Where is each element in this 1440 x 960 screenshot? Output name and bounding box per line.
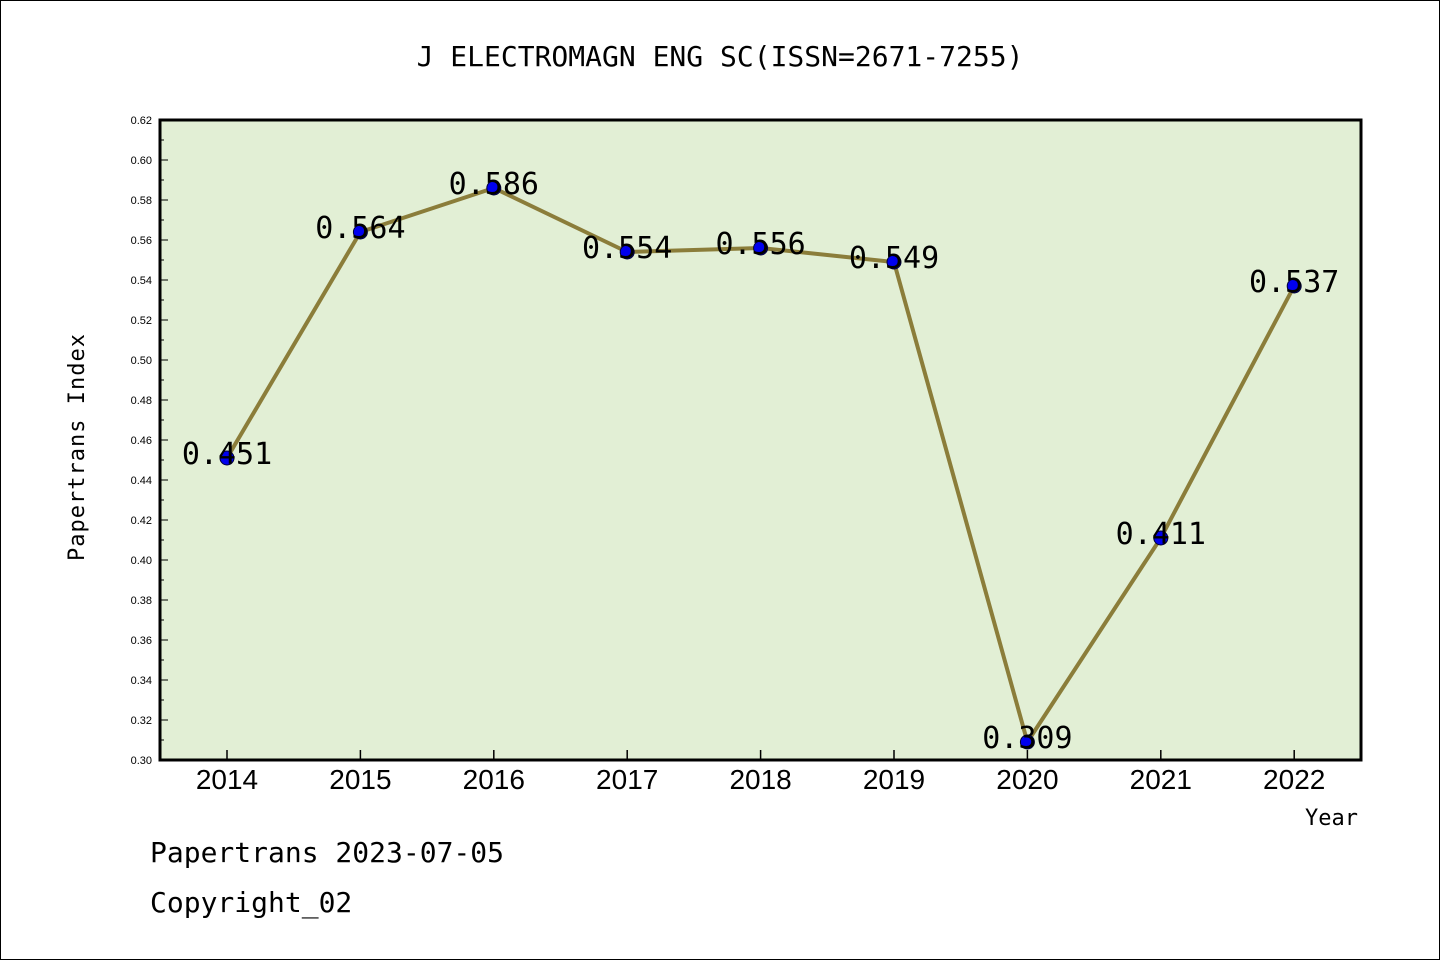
- y-tick-label: 0.44: [131, 475, 152, 487]
- data-label-2014: 0.451: [182, 437, 272, 472]
- data-point-2019: [886, 254, 902, 270]
- x-tick-label: 2015: [329, 764, 391, 795]
- data-label-2016: 0.586: [449, 167, 539, 202]
- x-tick-label: 2016: [463, 764, 525, 795]
- x-tick-label: 2021: [1130, 764, 1192, 795]
- y-tick-label: 0.46: [131, 435, 152, 447]
- data-labels: 0.451 0.564 0.586 0.554 0.556 0.549 0.309 0.411…: [182, 167, 1340, 756]
- y-tick-label: 0.56: [131, 235, 152, 247]
- y-tick-label: 0.54: [131, 275, 152, 287]
- y-tick-label: 0.32: [131, 715, 152, 727]
- y-tick-label: 0.48: [131, 395, 152, 407]
- y-tick-label: 0.36: [131, 635, 152, 647]
- data-label-2022: 0.537: [1249, 265, 1339, 300]
- x-axis: 2014 2015 2016 2017 2018 2019 2020 2021 2022: [196, 750, 1325, 795]
- series-markers: [219, 180, 1302, 750]
- x-tick-label: 2022: [1263, 764, 1325, 795]
- y-tick-label: 0.34: [131, 675, 152, 687]
- x-tick-label: 2018: [729, 764, 791, 795]
- data-label-2018: 0.556: [715, 227, 805, 262]
- chart-title: J ELECTROMAGN ENG SC(ISSN=2671-7255): [417, 40, 1024, 73]
- y-tick-label: 0.58: [131, 195, 152, 207]
- y-tick-label: 0.62: [131, 115, 152, 127]
- y-tick-label: 0.52: [131, 315, 152, 327]
- data-label-2017: 0.554: [582, 231, 672, 266]
- x-tick-label: 2017: [596, 764, 658, 795]
- data-label-2015: 0.564: [315, 211, 405, 246]
- data-point-2022: [1286, 278, 1302, 294]
- x-tick-label: 2019: [863, 764, 925, 795]
- y-tick-label: 0.38: [131, 595, 152, 607]
- data-point-2020: [1019, 734, 1035, 750]
- y-tick-label: 0.50: [131, 355, 152, 367]
- data-point-2021: [1153, 530, 1169, 546]
- data-point-2017: [619, 244, 635, 260]
- data-point-2016: [486, 180, 502, 196]
- footer-date: Papertrans 2023-07-05: [150, 836, 505, 869]
- y-tick-label: 0.60: [131, 155, 152, 167]
- y-axis-label: Papertrans Index: [65, 333, 90, 561]
- data-point-2014: [219, 450, 235, 466]
- data-label-2019: 0.549: [849, 241, 939, 276]
- data-point-2018: [753, 240, 769, 256]
- x-axis-label: Year: [1305, 806, 1358, 831]
- data-point-2015: [352, 224, 368, 240]
- plot-border: [158, 118, 1363, 762]
- data-label-2020: 0.309: [982, 721, 1072, 756]
- y-tick-label: 0.42: [131, 515, 152, 527]
- y-tick-label: 0.30: [131, 755, 152, 767]
- x-tick-label: 2020: [996, 764, 1058, 795]
- data-label-2021: 0.411: [1116, 517, 1206, 552]
- footer-copyright: Copyright_02: [150, 886, 353, 919]
- x-tick-label: 2014: [196, 764, 258, 795]
- y-tick-label: 0.40: [131, 555, 152, 567]
- y-axis: 0.30 0.32 0.34 0.36 0.38 0.40 0.42 0.44 0.46 0.48…: [131, 115, 168, 767]
